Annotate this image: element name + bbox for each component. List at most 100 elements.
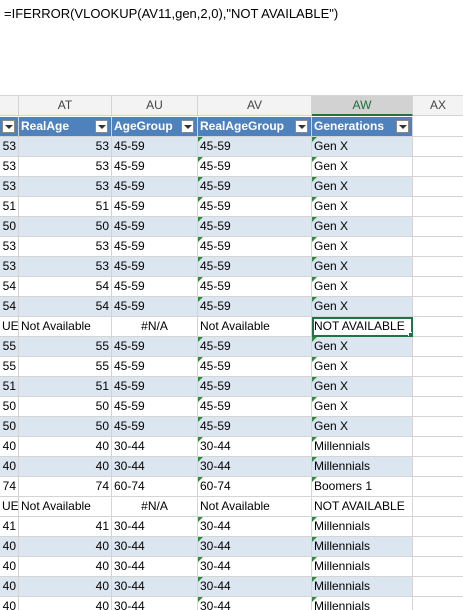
- cell-realage[interactable]: 40: [19, 437, 112, 457]
- cell-agegroup[interactable]: 45-59: [112, 217, 198, 237]
- cell-ax[interactable]: [413, 177, 463, 197]
- cell-generations[interactable]: Gen X: [312, 377, 413, 397]
- cell-agegroup[interactable]: 45-59: [112, 197, 198, 217]
- cell-agegroup[interactable]: 45-59: [112, 417, 198, 437]
- cell-ax[interactable]: [413, 217, 463, 237]
- cell-realagegroup[interactable]: 45-59: [198, 217, 312, 237]
- cell-ax[interactable]: [413, 277, 463, 297]
- cell-ax[interactable]: [413, 437, 463, 457]
- cell-ax[interactable]: [413, 157, 463, 177]
- table-header-generations[interactable]: Generations: [312, 117, 413, 137]
- filter-dropdown-icon[interactable]: [181, 120, 194, 133]
- cell-realagegroup[interactable]: 30-44: [198, 577, 312, 597]
- cell-realagegroup[interactable]: 45-59: [198, 237, 312, 257]
- cell-realagegroup[interactable]: Not Available: [198, 497, 312, 517]
- cell-realage[interactable]: 55: [19, 337, 112, 357]
- table-header-prev[interactable]: [0, 117, 19, 137]
- filter-dropdown-icon[interactable]: [295, 120, 308, 133]
- cell-generations[interactable]: Millennials: [312, 537, 413, 557]
- cell-realagegroup[interactable]: 45-59: [198, 297, 312, 317]
- column-header-at[interactable]: AT: [19, 96, 112, 116]
- cell-agegroup[interactable]: 30-44: [112, 517, 198, 537]
- cell-ax[interactable]: [413, 317, 463, 337]
- cell-generations[interactable]: Gen X: [312, 417, 413, 437]
- cell-prev[interactable]: 53: [0, 257, 19, 277]
- cell-ax[interactable]: [413, 137, 463, 157]
- cell-prev[interactable]: UE!: [0, 317, 19, 337]
- cell-agegroup[interactable]: 45-59: [112, 297, 198, 317]
- cell-prev[interactable]: 40: [0, 577, 19, 597]
- cell-ax[interactable]: [413, 577, 463, 597]
- table-header-agegroup[interactable]: AgeGroup: [112, 117, 198, 137]
- cell-agegroup[interactable]: 45-59: [112, 237, 198, 257]
- cell-realage[interactable]: 54: [19, 277, 112, 297]
- column-header-av[interactable]: AV: [198, 96, 312, 116]
- cell-generations[interactable]: NOT AVAILABLE: [312, 497, 413, 517]
- cell-realagegroup[interactable]: 45-59: [198, 277, 312, 297]
- cell-generations[interactable]: Millennials: [312, 577, 413, 597]
- cell-ax[interactable]: [413, 377, 463, 397]
- cell-realage[interactable]: 40: [19, 537, 112, 557]
- cell-agegroup[interactable]: 30-44: [112, 437, 198, 457]
- cell-realagegroup[interactable]: 30-44: [198, 597, 312, 610]
- cell-realage[interactable]: 53: [19, 137, 112, 157]
- cell-realage[interactable]: 40: [19, 457, 112, 477]
- cell-prev[interactable]: 54: [0, 297, 19, 317]
- cell-generations[interactable]: Gen X: [312, 257, 413, 277]
- cell-realage[interactable]: 74: [19, 477, 112, 497]
- cell-ax[interactable]: [413, 337, 463, 357]
- formula-text[interactable]: =IFERROR(VLOOKUP(AV11,gen,2,0),"NOT AVAI…: [4, 6, 339, 21]
- cell-realagegroup[interactable]: 45-59: [198, 377, 312, 397]
- cell-ax[interactable]: [413, 457, 463, 477]
- fill-handle[interactable]: [408, 332, 412, 336]
- cell-realagegroup[interactable]: 30-44: [198, 517, 312, 537]
- cell-generations[interactable]: Gen X: [312, 157, 413, 177]
- table-header-realagegroup[interactable]: RealAgeGroup: [198, 117, 312, 137]
- column-header-au[interactable]: AU: [112, 96, 198, 116]
- cell-ax[interactable]: [413, 537, 463, 557]
- cell-realage[interactable]: 40: [19, 597, 112, 610]
- cell-ax[interactable]: [413, 597, 463, 610]
- cell-prev[interactable]: UE!: [0, 497, 19, 517]
- cell-prev[interactable]: 53: [0, 177, 19, 197]
- cell-generations[interactable]: Boomers 1: [312, 477, 413, 497]
- filter-dropdown-icon[interactable]: [2, 120, 15, 133]
- cell-realage[interactable]: 50: [19, 417, 112, 437]
- cell-agegroup[interactable]: 45-59: [112, 397, 198, 417]
- cell-prev[interactable]: 55: [0, 337, 19, 357]
- cell-generations[interactable]: Gen X: [312, 297, 413, 317]
- cell-ax[interactable]: [413, 357, 463, 377]
- cell-agegroup[interactable]: 30-44: [112, 557, 198, 577]
- cell-generations[interactable]: NOT AVAILABLE: [312, 317, 413, 337]
- cell-prev[interactable]: 74: [0, 477, 19, 497]
- cell-prev[interactable]: 51: [0, 377, 19, 397]
- cell-generations[interactable]: Millennials: [312, 597, 413, 610]
- column-header-prev[interactable]: [0, 96, 19, 116]
- cell-realagegroup[interactable]: 30-44: [198, 557, 312, 577]
- cell-generations[interactable]: Gen X: [312, 217, 413, 237]
- cell-realage[interactable]: 54: [19, 297, 112, 317]
- cell-prev[interactable]: 54: [0, 277, 19, 297]
- cell-generations[interactable]: Gen X: [312, 397, 413, 417]
- cell-ax[interactable]: [413, 297, 463, 317]
- cell-realage[interactable]: 40: [19, 577, 112, 597]
- cell-prev[interactable]: 55: [0, 357, 19, 377]
- cell-ax[interactable]: [413, 397, 463, 417]
- cell-realage[interactable]: 53: [19, 237, 112, 257]
- cell-realage[interactable]: 51: [19, 197, 112, 217]
- table-header-realage[interactable]: RealAge: [19, 117, 112, 137]
- cell-agegroup[interactable]: 30-44: [112, 597, 198, 610]
- cell-realagegroup[interactable]: 45-59: [198, 357, 312, 377]
- formula-bar[interactable]: =IFERROR(VLOOKUP(AV11,gen,2,0),"NOT AVAI…: [0, 0, 463, 96]
- cell-prev[interactable]: 50: [0, 417, 19, 437]
- cell-prev[interactable]: 40: [0, 457, 19, 477]
- cell-agegroup[interactable]: 45-59: [112, 377, 198, 397]
- cell-generations[interactable]: Gen X: [312, 357, 413, 377]
- cell-realage[interactable]: 55: [19, 357, 112, 377]
- cell-generations[interactable]: Gen X: [312, 337, 413, 357]
- cell-generations[interactable]: Gen X: [312, 197, 413, 217]
- cell-agegroup[interactable]: 45-59: [112, 257, 198, 277]
- cell-agegroup[interactable]: 30-44: [112, 577, 198, 597]
- cell-realagegroup[interactable]: 30-44: [198, 537, 312, 557]
- cell-realage[interactable]: Not Available: [19, 317, 112, 337]
